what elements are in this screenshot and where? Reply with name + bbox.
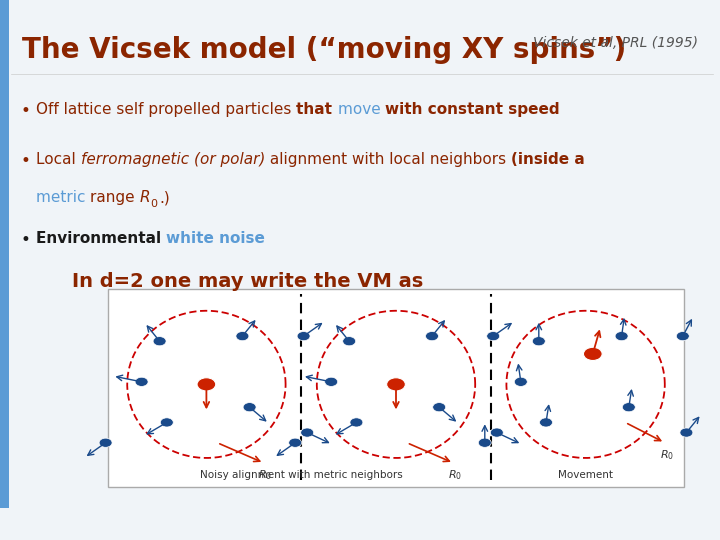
Text: Noisy alignment with metric neighbors: Noisy alignment with metric neighbors: [200, 470, 402, 480]
Circle shape: [236, 332, 249, 341]
FancyBboxPatch shape: [0, 0, 9, 508]
Circle shape: [135, 377, 148, 387]
Circle shape: [532, 336, 545, 346]
Circle shape: [161, 418, 174, 427]
Text: that: that: [296, 102, 338, 117]
Circle shape: [343, 336, 356, 346]
Text: •: •: [20, 152, 30, 170]
Circle shape: [289, 438, 302, 447]
Text: The Vicsek model (“moving XY spins”): The Vicsek model (“moving XY spins”): [22, 36, 626, 64]
Circle shape: [676, 332, 689, 341]
Circle shape: [99, 438, 112, 447]
Circle shape: [622, 403, 635, 412]
Circle shape: [350, 418, 363, 427]
Circle shape: [487, 332, 500, 341]
Circle shape: [297, 332, 310, 341]
Text: (inside a: (inside a: [511, 152, 585, 167]
Text: 0: 0: [150, 199, 158, 210]
Text: ferromagnetic (or polar): ferromagnetic (or polar): [81, 152, 265, 167]
Circle shape: [583, 347, 602, 361]
Circle shape: [539, 418, 552, 427]
Circle shape: [387, 378, 405, 391]
Text: $R_0$: $R_0$: [258, 468, 272, 482]
Text: Environmental: Environmental: [36, 231, 166, 246]
Text: •: •: [20, 231, 30, 249]
Circle shape: [243, 403, 256, 412]
Text: R: R: [140, 191, 150, 205]
Circle shape: [680, 428, 693, 437]
Text: $R_0$: $R_0$: [448, 468, 462, 482]
Text: Vicsek et al, PRL (1995): Vicsek et al, PRL (1995): [534, 36, 698, 50]
Text: •: •: [20, 102, 30, 119]
Text: In d=2 one may write the VM as: In d=2 one may write the VM as: [72, 272, 423, 291]
Text: Local: Local: [36, 152, 81, 167]
FancyBboxPatch shape: [108, 289, 684, 487]
Circle shape: [615, 332, 628, 341]
Circle shape: [514, 377, 527, 387]
Text: range: range: [91, 191, 140, 205]
Circle shape: [490, 428, 503, 437]
Text: alignment with local neighbors: alignment with local neighbors: [265, 152, 511, 167]
Circle shape: [426, 332, 438, 341]
Circle shape: [325, 377, 338, 387]
Circle shape: [197, 378, 216, 391]
Text: .): .): [160, 191, 171, 205]
Text: move: move: [338, 102, 385, 117]
Text: Movement: Movement: [558, 470, 613, 480]
Text: metric: metric: [36, 191, 91, 205]
Text: with constant speed: with constant speed: [385, 102, 559, 117]
Text: white noise: white noise: [166, 231, 265, 246]
Circle shape: [301, 428, 314, 437]
Circle shape: [478, 438, 491, 447]
Text: $R_0$: $R_0$: [660, 448, 674, 462]
Circle shape: [433, 403, 446, 412]
Text: Off lattice self propelled particles: Off lattice self propelled particles: [36, 102, 296, 117]
Circle shape: [153, 336, 166, 346]
